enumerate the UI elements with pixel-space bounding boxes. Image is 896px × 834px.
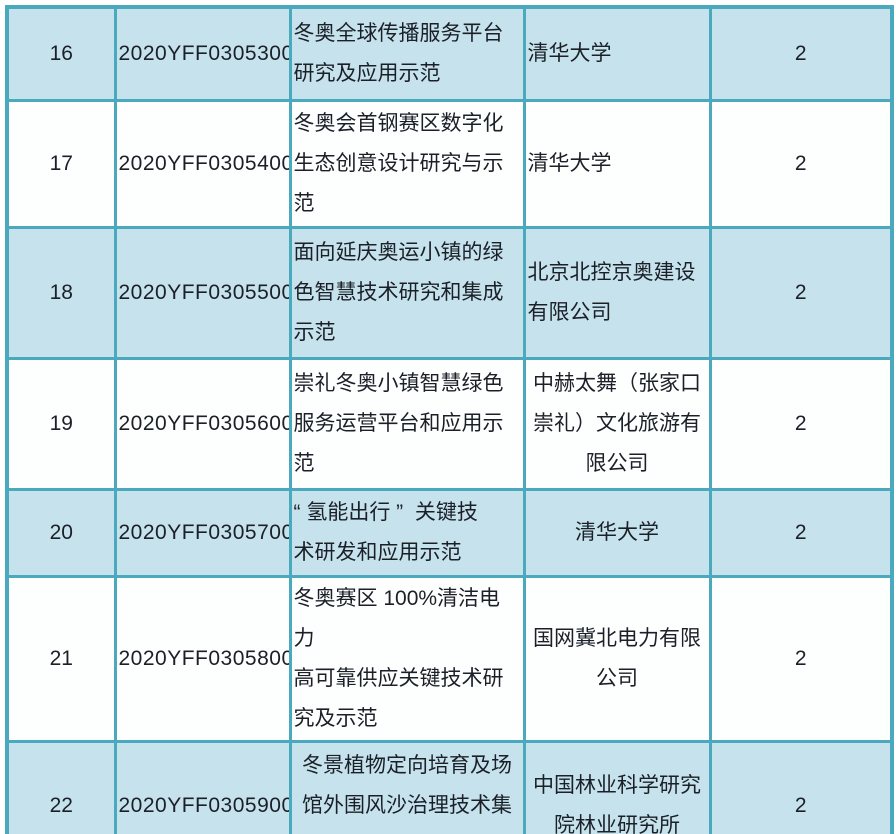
project-name-cell: 冬奥会首钢赛区数字化 生态创意设计研究与示 范	[288, 99, 526, 229]
institution-cell: 北京北控京奥建设 有限公司	[522, 226, 712, 360]
project-code-cell: 2020YFF0305500	[113, 226, 292, 360]
institution-cell: 清华大学	[522, 99, 712, 229]
row-index-cell: 21	[5, 575, 117, 743]
project-name-cell: “ 氢能出行 ” 关键技 术研发和应用示范	[288, 488, 526, 578]
institution-cell: 中国林业科学研究 院林业研究所	[522, 740, 712, 834]
row-index-cell: 20	[5, 488, 117, 578]
project-code-cell: 2020YFF0305600	[113, 357, 292, 491]
institution-cell: 国网冀北电力有限 公司	[522, 575, 712, 743]
project-name-cell: 冬奥全球传播服务平台 研究及应用示范	[288, 5, 526, 102]
table-row: 21 2020YFF0305800 冬奥赛区 100%清洁电力 高可靠供应关键技…	[5, 575, 894, 743]
count-cell: 2	[708, 226, 894, 360]
row-index-cell: 16	[5, 5, 117, 102]
count-cell: 2	[708, 488, 894, 578]
table-row: 22 2020YFF0305900 冬景植物定向培育及场 馆外围风沙治理技术集 …	[5, 740, 894, 834]
count-cell: 2	[708, 99, 894, 229]
count-cell: 2	[708, 357, 894, 491]
institution-cell: 清华大学	[522, 5, 712, 102]
table-row: 17 2020YFF0305400 冬奥会首钢赛区数字化 生态创意设计研究与示 …	[5, 99, 894, 229]
project-code-cell: 2020YFF0305300	[113, 5, 292, 102]
project-code-cell: 2020YFF0305800	[113, 575, 292, 743]
institution-cell: 清华大学	[522, 488, 712, 578]
institution-cell: 中赫太舞（张家口 崇礼）文化旅游有 限公司	[522, 357, 712, 491]
count-cell: 2	[708, 5, 894, 102]
project-code-cell: 2020YFF0305700	[113, 488, 292, 578]
project-name-cell: 崇礼冬奥小镇智慧绿色 服务运营平台和应用示 范	[288, 357, 526, 491]
table-row: 18 2020YFF0305500 面向延庆奥运小镇的绿 色智慧技术研究和集成 …	[5, 226, 894, 360]
project-name-cell: 冬景植物定向培育及场 馆外围风沙治理技术集 成研究与示范	[288, 740, 526, 834]
project-code-cell: 2020YFF0305400	[113, 99, 292, 229]
project-name-cell: 面向延庆奥运小镇的绿 色智慧技术研究和集成 示范	[288, 226, 526, 360]
row-index-cell: 18	[5, 226, 117, 360]
table-row: 16 2020YFF0305300 冬奥全球传播服务平台 研究及应用示范 清华大…	[5, 5, 894, 102]
table-row: 19 2020YFF0305600 崇礼冬奥小镇智慧绿色 服务运营平台和应用示 …	[5, 357, 894, 491]
projects-table: 16 2020YFF0305300 冬奥全球传播服务平台 研究及应用示范 清华大…	[5, 5, 894, 834]
project-name-cell: 冬奥赛区 100%清洁电力 高可靠供应关键技术研 究及示范	[288, 575, 526, 743]
row-index-cell: 19	[5, 357, 117, 491]
row-index-cell: 17	[5, 99, 117, 229]
count-cell: 2	[708, 575, 894, 743]
count-cell: 2	[708, 740, 894, 834]
project-code-cell: 2020YFF0305900	[113, 740, 292, 834]
row-index-cell: 22	[5, 740, 117, 834]
table-row: 20 2020YFF0305700 “ 氢能出行 ” 关键技 术研发和应用示范 …	[5, 488, 894, 578]
